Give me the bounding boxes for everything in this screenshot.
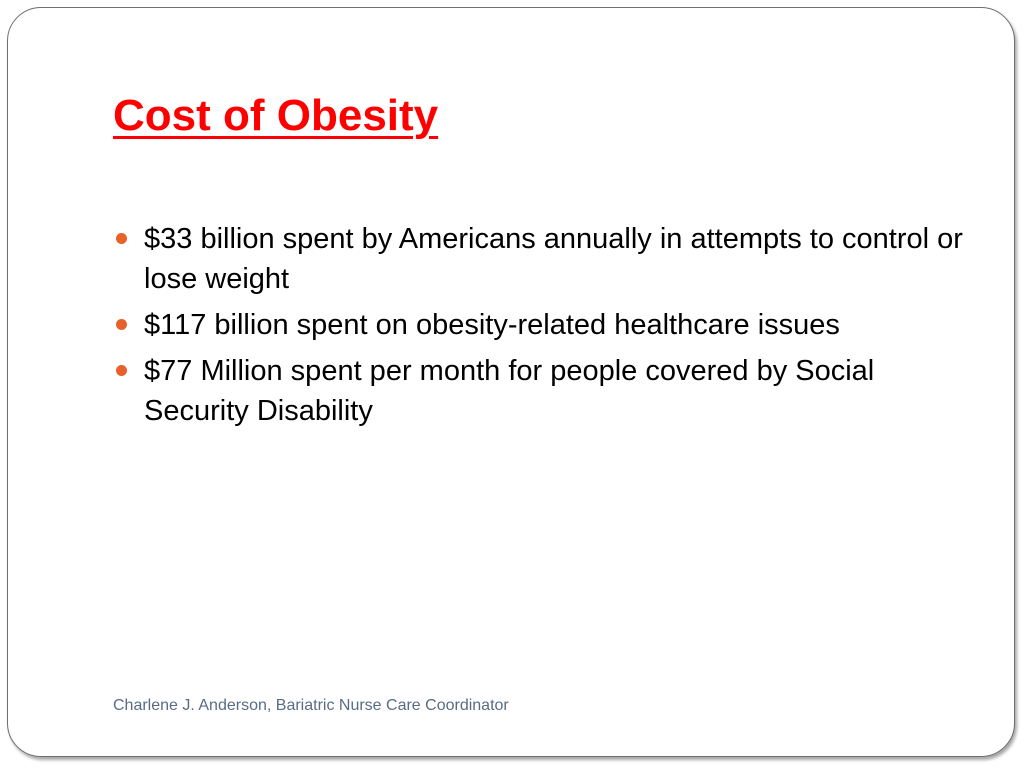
bullet-text: $33 billion spent by Americans annually … — [144, 223, 963, 295]
bullet-item: $33 billion spent by Americans annually … — [113, 219, 973, 299]
slide-title: Cost of Obesity — [113, 91, 439, 140]
slide-frame — [7, 7, 1015, 757]
bullet-icon — [116, 233, 127, 244]
bullet-item: $117 billion spent on obesity-related he… — [113, 305, 973, 345]
bullet-text: $117 billion spent on obesity-related he… — [144, 309, 840, 341]
bullet-text: $77 Million spent per month for people c… — [144, 355, 875, 427]
bullet-icon — [116, 365, 127, 376]
bullet-list: $33 billion spent by Americans annually … — [113, 219, 973, 437]
bullet-item: $77 Million spent per month for people c… — [113, 351, 973, 431]
slide-footer: Charlene J. Anderson, Bariatric Nurse Ca… — [113, 697, 509, 714]
bullet-icon — [116, 319, 127, 330]
